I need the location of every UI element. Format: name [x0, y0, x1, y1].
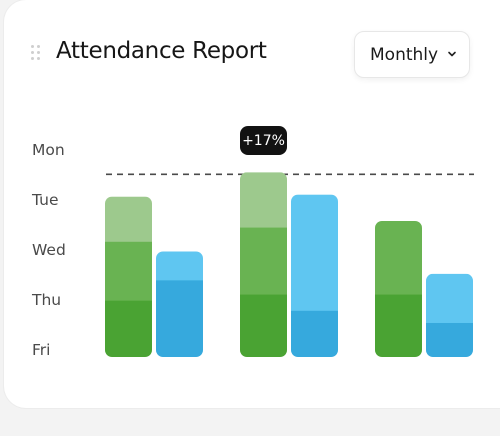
chevron-down-icon	[448, 51, 456, 57]
y-label-tue: Tue	[32, 191, 59, 209]
bar-group-1-blue	[291, 194, 338, 357]
bar-group-0-green	[105, 196, 152, 357]
bar-group-1-green-segment-0	[240, 294, 287, 357]
bar-group-1-green	[240, 172, 287, 357]
bar-group-1-green-segment-2	[240, 172, 287, 228]
bar-group-2-blue-segment-1	[426, 273, 473, 323]
bar-group-2-green-segment-0	[375, 294, 422, 357]
y-label-mon: Mon	[32, 141, 65, 159]
bar-group-0-blue	[156, 251, 203, 357]
change-badge: +17%	[240, 126, 287, 155]
y-label-wed: Wed	[32, 241, 66, 259]
bar-group-0-green-segment-2	[105, 196, 152, 242]
bar-group-0-blue-segment-1	[156, 251, 203, 281]
period-dropdown-value: Monthly	[370, 44, 439, 65]
bar-group-1-blue-segment-0	[291, 310, 338, 357]
bar-group-2-blue	[426, 273, 473, 357]
bar-group-0-green-segment-0	[105, 300, 152, 357]
period-dropdown[interactable]: Monthly	[354, 31, 470, 78]
bar-group-0-blue-segment-0	[156, 279, 203, 357]
y-label-thu: Thu	[32, 291, 62, 309]
bar-group-0-green-segment-1	[105, 241, 152, 301]
drag-handle-icon[interactable]	[31, 45, 41, 63]
card-title: Attendance Report	[56, 38, 267, 64]
bar-group-2-blue-segment-0	[426, 322, 473, 357]
bar-group-2-green	[375, 220, 422, 357]
bar-group-1-blue-segment-1	[291, 194, 338, 311]
bar-group-2-green-segment-1	[375, 220, 422, 295]
y-label-fri: Fri	[32, 341, 51, 359]
bar-group-1-green-segment-1	[240, 227, 287, 295]
